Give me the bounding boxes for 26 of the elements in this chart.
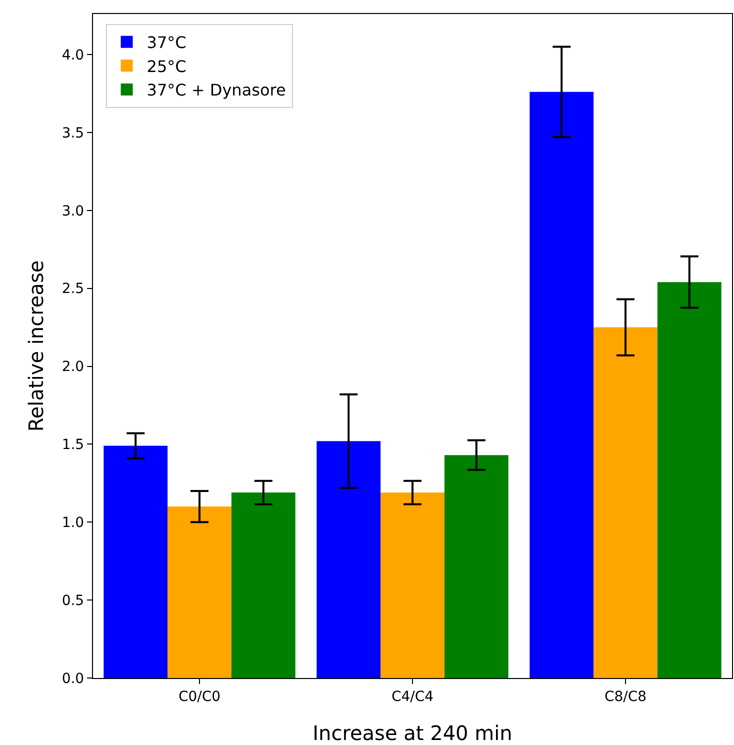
y-axis-title: Relative increase (24, 260, 48, 432)
x-tick-label: C8/C8 (604, 688, 647, 705)
y-tick-label: 3.0 (62, 203, 84, 220)
bar (444, 455, 508, 678)
bar (168, 506, 232, 678)
y-tick-label: 3.5 (62, 125, 84, 142)
x-tick-label: C4/C4 (391, 688, 434, 705)
legend-label: 25°C (146, 56, 186, 76)
y-tick-label: 4.0 (62, 47, 84, 64)
bar (104, 446, 168, 678)
y-tick-label: 1.0 (62, 515, 84, 532)
y-tick-label: 0.5 (62, 592, 84, 609)
bar (594, 327, 658, 678)
bar (657, 282, 722, 678)
bar (530, 92, 594, 678)
y-tick-label: 0.0 (62, 670, 84, 687)
bar (231, 492, 296, 678)
x-axis-title: Increase at 240 min (312, 721, 512, 745)
legend-label: 37°C + Dynasore (146, 80, 286, 100)
bar (316, 441, 381, 678)
y-tick-label: 2.5 (62, 281, 84, 298)
y-tick-label: 1.5 (62, 437, 84, 454)
y-tick-label: 2.0 (62, 359, 84, 376)
legend-label: 37°C (146, 33, 186, 52)
x-tick-label: C0/C0 (178, 688, 221, 705)
bar (380, 492, 444, 678)
